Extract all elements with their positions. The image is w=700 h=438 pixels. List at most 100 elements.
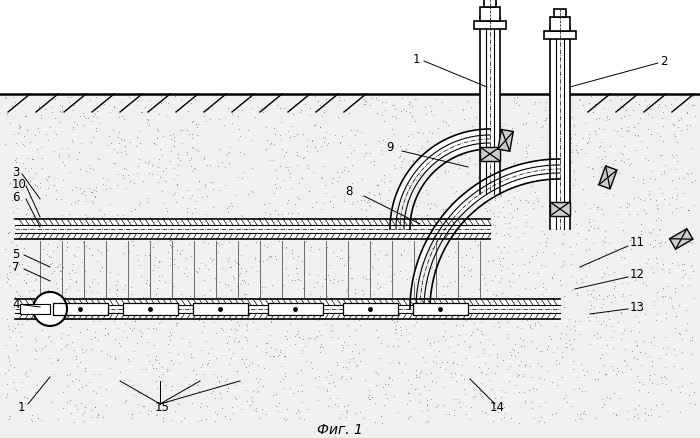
Point (685, 380, 696, 387)
Point (612, 128, 623, 135)
Point (86, 336, 97, 343)
Point (587, 109, 598, 116)
Point (164, 261, 175, 268)
Point (115, 149, 126, 156)
Point (121, 166, 132, 173)
Point (484, 113, 495, 120)
Point (10, 293, 21, 300)
Point (114, 215, 125, 222)
Point (404, 101, 415, 108)
Point (603, 163, 614, 170)
Point (484, 207, 495, 214)
Point (610, 293, 621, 300)
Point (108, 104, 119, 111)
Point (571, 374, 582, 381)
Point (148, 262, 159, 269)
Point (205, 390, 216, 397)
Point (645, 411, 657, 418)
Point (33, 125, 44, 132)
Point (340, 407, 351, 414)
Bar (544, 32, 576, 40)
Point (456, 131, 467, 138)
Point (157, 415, 168, 422)
Point (235, 212, 246, 219)
Point (30, 348, 41, 355)
Point (374, 247, 386, 254)
Point (27, 156, 38, 163)
Point (66, 201, 77, 208)
Point (91, 155, 102, 162)
Point (423, 304, 434, 311)
Point (57, 329, 68, 336)
Point (336, 375, 347, 382)
Point (183, 339, 195, 346)
Point (497, 386, 508, 393)
Text: 11: 11 (630, 236, 645, 249)
Point (158, 200, 169, 207)
Point (14, 291, 25, 298)
Point (197, 304, 209, 311)
Point (47, 215, 58, 222)
Point (330, 400, 341, 407)
Point (625, 365, 636, 372)
Point (267, 282, 278, 289)
Point (163, 366, 174, 373)
Point (546, 378, 557, 385)
Point (128, 180, 139, 187)
Point (100, 186, 111, 193)
Point (223, 345, 235, 352)
Point (221, 151, 232, 158)
Point (654, 355, 665, 362)
Point (589, 201, 600, 208)
Point (505, 225, 516, 232)
Point (281, 406, 293, 413)
Point (160, 279, 171, 286)
Point (356, 193, 368, 200)
Point (496, 249, 507, 256)
Point (256, 284, 267, 291)
Point (579, 388, 590, 395)
Point (438, 283, 449, 290)
Point (494, 261, 505, 268)
Point (237, 107, 248, 114)
Point (249, 115, 260, 122)
Point (153, 259, 164, 266)
Point (480, 410, 491, 417)
Point (430, 352, 441, 359)
Point (113, 339, 125, 346)
Point (292, 210, 303, 217)
Point (551, 196, 562, 203)
Point (248, 406, 259, 413)
Point (182, 209, 193, 216)
Point (487, 210, 498, 217)
Point (116, 99, 127, 106)
Point (134, 327, 146, 334)
Point (644, 106, 655, 113)
Point (466, 311, 477, 318)
Point (384, 178, 395, 185)
Point (49, 97, 60, 104)
Point (312, 279, 323, 286)
Point (617, 151, 629, 158)
Point (192, 132, 203, 139)
Point (328, 276, 339, 283)
Point (48, 227, 59, 234)
Point (118, 172, 129, 179)
Point (180, 314, 191, 321)
Point (542, 367, 553, 374)
Point (621, 362, 632, 369)
Point (550, 136, 561, 143)
Point (55, 268, 66, 276)
Point (511, 205, 522, 212)
Point (169, 94, 181, 101)
Point (125, 325, 136, 332)
Point (366, 263, 377, 270)
Point (449, 412, 460, 419)
Point (422, 406, 433, 413)
Point (461, 252, 472, 259)
Point (64, 309, 75, 316)
Point (536, 125, 547, 132)
Point (64, 270, 75, 277)
Point (393, 336, 404, 343)
Point (447, 358, 458, 365)
